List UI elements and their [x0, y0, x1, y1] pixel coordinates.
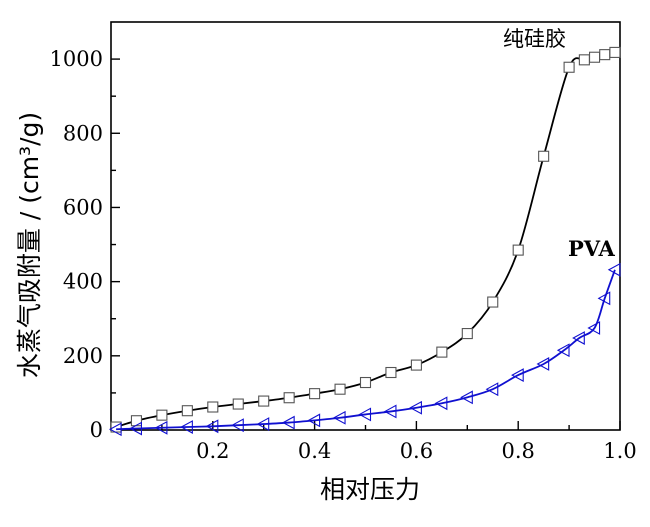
data-point-triangle: [205, 419, 219, 434]
labels-layer: 相对压力 水蒸气吸附量 / (cm³/g) 纯硅胶 PVA: [15, 27, 615, 504]
data-point-triangle: [485, 382, 499, 397]
data-point-triangle: [332, 410, 346, 425]
x-axis-title: 相对压力: [320, 475, 420, 504]
data-point-triangle: [572, 331, 585, 345]
data-point-square: [385, 366, 397, 379]
data-point-square: [334, 383, 346, 395]
data-point-triangle: [282, 415, 295, 430]
data-point-square: [487, 296, 499, 308]
data-point-square: [461, 328, 473, 340]
data-point-triangle: [307, 413, 321, 428]
data-point-square: [207, 401, 219, 413]
data-point-square: [309, 388, 321, 400]
y-tick-label: 800: [63, 121, 103, 145]
data-point-triangle: [536, 357, 550, 371]
x-tick-label: 0.6: [400, 439, 433, 463]
x-tick-label: 0.2: [196, 439, 229, 463]
data-point-triangle: [607, 262, 621, 277]
data-point-square: [156, 409, 168, 421]
data-point-square: [538, 150, 550, 162]
data-point-square: [232, 398, 244, 410]
series-label-silica-gel: 纯硅胶: [503, 27, 566, 51]
data-point-square: [563, 61, 575, 73]
data-point-triangle: [231, 418, 244, 433]
data-point-square: [181, 405, 193, 417]
data-point-triangle: [383, 404, 397, 419]
data-point-triangle: [434, 396, 448, 411]
data-point-triangle: [256, 417, 270, 431]
data-point-square: [578, 54, 590, 66]
plot-frame: [110, 21, 621, 431]
data-point-triangle: [460, 390, 473, 405]
data-point-square: [258, 395, 270, 407]
x-tick-label: 1.0: [603, 439, 636, 463]
data-point-triangle: [587, 321, 601, 335]
series-label-pva: PVA: [568, 236, 615, 261]
data-point-square: [410, 359, 422, 371]
y-tick-label: 1000: [50, 47, 103, 71]
data-point-triangle: [108, 422, 122, 437]
y-tick-label: 600: [63, 195, 103, 219]
y-tick-label: 0: [90, 418, 103, 442]
axes: 0.2 0.4 0.6 0.8 1.0 0 200 400 600 800 1000: [50, 21, 637, 463]
series-line-0: [115, 51, 616, 428]
x-tick-label: 0.4: [298, 439, 331, 463]
data-point-triangle: [180, 420, 193, 434]
data-point-triangle: [129, 421, 142, 436]
data-point-triangle: [409, 400, 422, 415]
data-point-square: [283, 392, 295, 404]
data-point-triangle: [358, 407, 372, 422]
y-tick-label: 400: [63, 270, 103, 294]
series-layer: [108, 46, 621, 437]
data-point-square: [609, 46, 621, 58]
data-point-square: [588, 51, 601, 63]
data-point-square: [436, 346, 448, 358]
data-point-square: [130, 415, 142, 427]
data-point-square: [359, 376, 372, 389]
data-point-triangle: [556, 343, 570, 358]
data-point-triangle: [511, 368, 524, 383]
data-point-triangle: [154, 420, 168, 435]
y-axis-title: 水蒸气吸附量 / (cm³/g): [15, 112, 44, 378]
y-tick-label: 200: [63, 344, 103, 368]
data-point-triangle: [597, 291, 611, 306]
x-tick-label: 0.8: [501, 439, 534, 463]
data-point-square: [512, 244, 524, 256]
data-point-square: [599, 49, 611, 61]
